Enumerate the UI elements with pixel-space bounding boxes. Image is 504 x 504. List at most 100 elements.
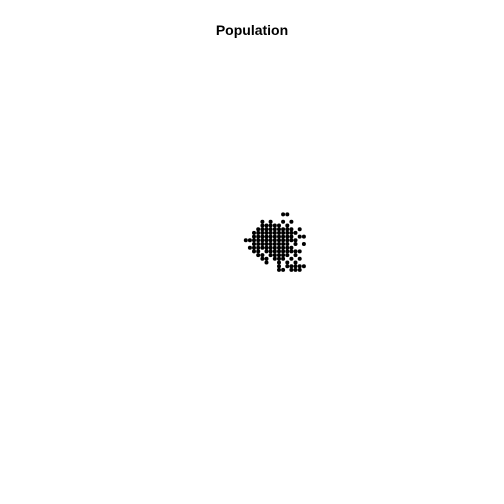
data-point (256, 245, 261, 250)
data-point (256, 242, 261, 246)
data-point (297, 227, 302, 232)
data-point (277, 249, 281, 254)
data-point (268, 227, 273, 232)
data-point (252, 238, 256, 243)
data-point (293, 260, 298, 265)
data-point (272, 253, 277, 258)
data-point (285, 238, 290, 243)
data-point (277, 260, 281, 265)
data-point (301, 264, 306, 269)
data-point (268, 234, 273, 239)
data-point (281, 267, 286, 272)
data-point (297, 249, 302, 254)
data-point (272, 256, 277, 261)
data-point (247, 238, 252, 243)
data-point (268, 242, 273, 246)
data-point (260, 253, 265, 258)
data-point (285, 223, 290, 228)
data-point (256, 253, 261, 258)
data-point (277, 253, 281, 258)
data-point (264, 227, 269, 232)
data-point (301, 242, 306, 246)
data-point (268, 249, 273, 254)
data-point (285, 230, 290, 235)
data-point (285, 249, 290, 254)
data-point (297, 256, 302, 261)
data-point (297, 264, 302, 269)
data-point (272, 249, 277, 254)
data-point (289, 267, 294, 272)
data-point (252, 234, 256, 239)
data-point (289, 219, 294, 224)
data-point (285, 242, 290, 246)
data-point (289, 227, 294, 232)
data-point (260, 227, 265, 232)
data-point (285, 227, 290, 232)
data-point (252, 249, 256, 254)
data-point (289, 256, 294, 261)
data-point (272, 234, 277, 239)
data-point (281, 245, 286, 250)
data-point (281, 238, 286, 243)
data-point (260, 230, 265, 235)
data-point (272, 245, 277, 250)
data-point (260, 219, 265, 224)
data-point (285, 245, 290, 250)
data-point (264, 234, 269, 239)
data-point (277, 227, 281, 232)
data-point (264, 249, 269, 254)
data-point (281, 242, 286, 246)
data-point (289, 264, 294, 269)
data-point (252, 245, 256, 250)
data-point (297, 234, 302, 239)
data-point (256, 238, 261, 243)
data-point (264, 242, 269, 246)
data-point (297, 267, 302, 272)
data-point (277, 264, 281, 269)
data-point (277, 256, 281, 261)
data-point (260, 223, 265, 228)
data-point (293, 238, 298, 243)
data-point (252, 242, 256, 246)
data-point (285, 264, 290, 269)
data-point (285, 260, 290, 265)
data-point (268, 238, 273, 243)
data-point (264, 238, 269, 243)
data-point (260, 238, 265, 243)
data-point (256, 230, 261, 235)
data-point (281, 253, 286, 258)
data-point (256, 249, 261, 254)
points-layer (243, 212, 306, 272)
data-point (260, 256, 265, 261)
data-point (272, 238, 277, 243)
data-point (285, 234, 290, 239)
data-point (289, 230, 294, 235)
data-point (252, 230, 256, 235)
data-point (285, 212, 290, 217)
data-point (289, 234, 294, 239)
data-point (277, 238, 281, 243)
data-point (247, 245, 252, 250)
data-point (281, 234, 286, 239)
data-point (281, 212, 286, 217)
data-point (268, 219, 273, 224)
chart-title: Population (215, 22, 289, 38)
data-point (293, 249, 298, 254)
data-point (268, 223, 273, 228)
data-point (264, 260, 269, 265)
data-point (260, 245, 265, 250)
data-point (243, 238, 248, 243)
data-point (264, 230, 269, 235)
data-point (289, 238, 294, 243)
data-point (277, 242, 281, 246)
data-point (277, 267, 281, 272)
data-point (277, 234, 281, 239)
data-point (301, 234, 306, 239)
data-point (272, 242, 277, 246)
data-point (260, 242, 265, 246)
data-point (293, 242, 298, 246)
data-point (293, 230, 298, 235)
data-point (281, 230, 286, 235)
data-point (260, 234, 265, 239)
